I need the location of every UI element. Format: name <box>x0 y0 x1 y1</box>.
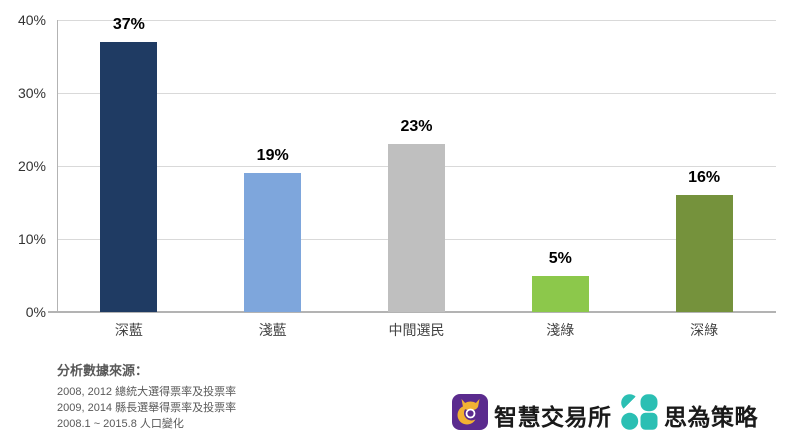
y-axis-tick-label: 0% <box>25 304 46 320</box>
bar-value-label: 19% <box>256 147 289 165</box>
brand-name-wisdom-exchange: 智慧交易所 <box>494 403 612 430</box>
bar-value-label: 23% <box>400 118 433 136</box>
bar-value-label: 37% <box>112 15 145 33</box>
brand-wisdom-exchange: 智慧交易所 <box>452 394 612 435</box>
y-axis-line <box>57 20 58 312</box>
x-axis-category-label: 淺藍 <box>258 322 287 338</box>
bar-value-label: 16% <box>688 169 721 187</box>
x-axis-category-label: 深藍 <box>114 322 143 338</box>
x-axis-category-label: 深綠 <box>690 322 719 338</box>
brand-name-siwei-strategy: 思為策略 <box>664 403 758 430</box>
source-note-line: 2008, 2012 總統大選得票率及投票率 <box>57 386 237 398</box>
source-note-line: 2009, 2014 縣長選舉得票率及投票率 <box>57 402 237 414</box>
bar-淺藍 <box>244 173 302 312</box>
bar-淺綠 <box>531 275 589 312</box>
source-note: 分析數據來源： 2008, 2012 總統大選得票率及投票率 2009, 201… <box>57 360 236 432</box>
bar-深藍 <box>100 41 158 312</box>
bar-深綠 <box>675 195 733 312</box>
bull-crescent-logo-icon <box>452 394 488 435</box>
y-axis-tick-label: 30% <box>17 85 46 101</box>
footer-logos: 智慧交易所 思為策略 <box>452 394 782 432</box>
y-gridline <box>57 93 776 94</box>
y-axis-tick-label: 40% <box>17 12 46 28</box>
y-gridline <box>57 20 776 21</box>
bar-中間選民 <box>388 144 445 312</box>
x-axis-category-label: 淺綠 <box>546 322 575 338</box>
source-note-line: 2008.1 ~ 2015.8 人口變化 <box>57 418 184 430</box>
clover-logo-icon <box>621 394 658 435</box>
y-axis-tick-label: 20% <box>17 158 46 174</box>
brand-siwei-strategy: 思為策略 <box>621 394 758 435</box>
y-axis-tick-label: 10% <box>17 231 46 247</box>
source-note-title: 分析數據來源： <box>57 363 149 378</box>
x-axis-category-label: 中間選民 <box>388 322 445 338</box>
x-axis-line <box>48 311 776 313</box>
bar-value-label: 5% <box>548 249 572 267</box>
